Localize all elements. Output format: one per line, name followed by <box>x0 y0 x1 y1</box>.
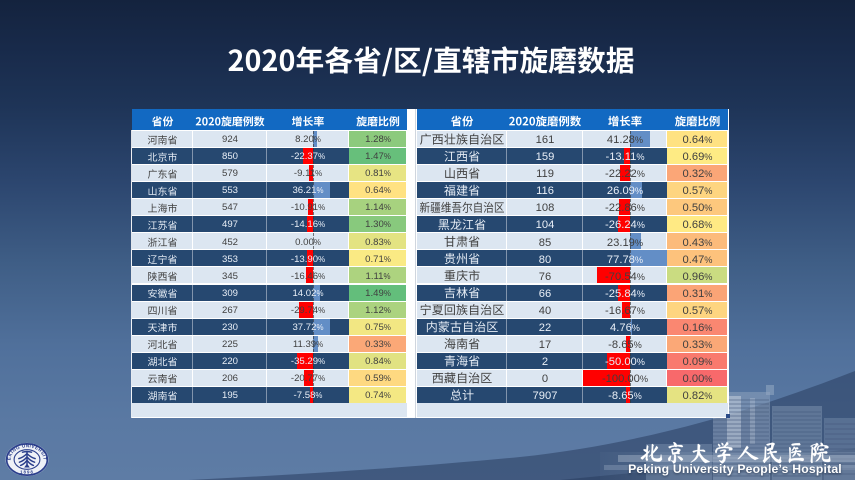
svg-text:1898: 1898 <box>20 470 34 475</box>
